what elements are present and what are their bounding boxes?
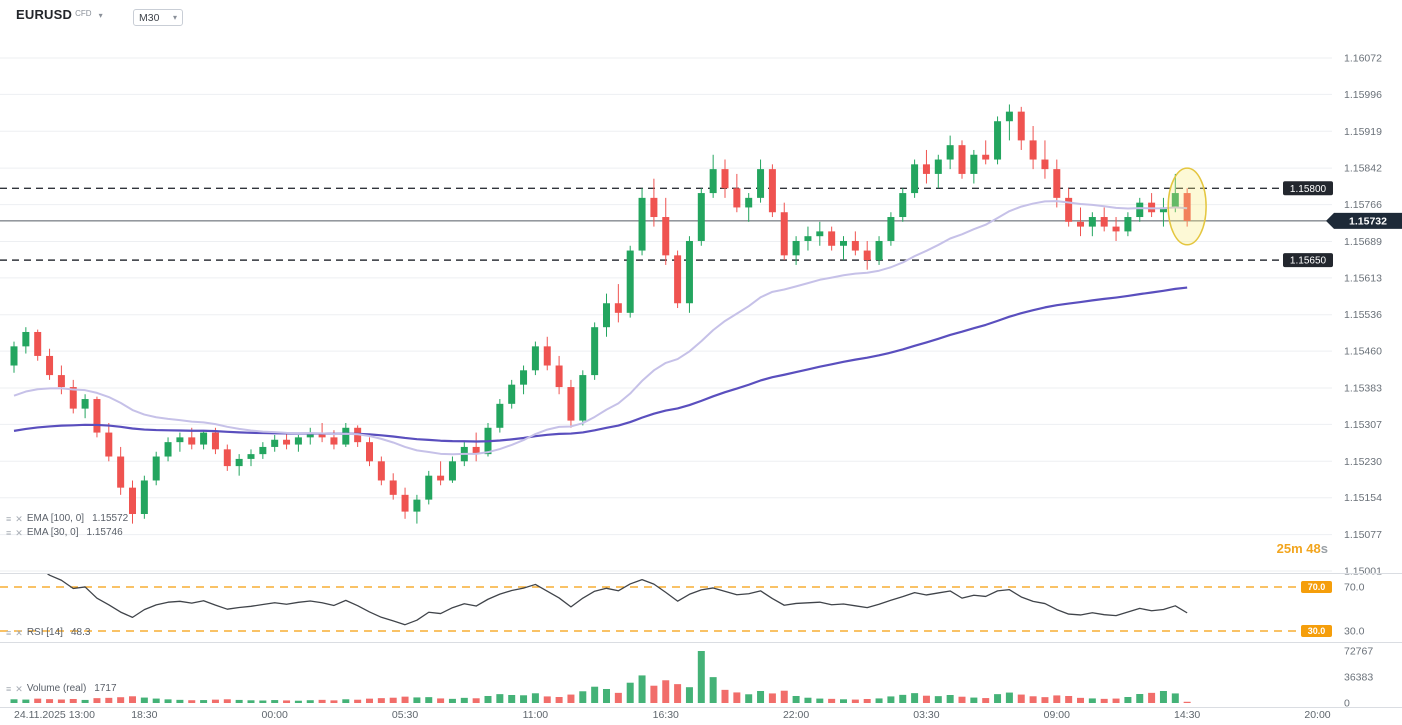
indicator-close-icon[interactable]: ✕	[15, 627, 23, 638]
svg-text:1.15842: 1.15842	[1344, 163, 1382, 175]
current-price-badge: 1.15732	[1326, 212, 1402, 229]
svg-text:1.15613: 1.15613	[1344, 272, 1382, 284]
rsi-label: RSI [14]	[26, 627, 63, 638]
candle-countdown-timer: 25m 48s	[1277, 541, 1328, 556]
svg-text:70.0: 70.0	[1308, 582, 1326, 592]
svg-text:1.15919: 1.15919	[1344, 126, 1382, 138]
svg-text:30.0: 30.0	[1308, 626, 1326, 636]
ema-30-value: 1.15746	[86, 527, 123, 538]
svg-text:1.15766: 1.15766	[1344, 199, 1382, 211]
svg-text:1.15650: 1.15650	[1290, 256, 1327, 267]
indicator-menu-icon[interactable]: ≡	[6, 527, 12, 538]
svg-text:1.15536: 1.15536	[1344, 309, 1382, 321]
svg-text:1.15154: 1.15154	[1344, 492, 1382, 504]
chart-header: EURUSD CFD ▾ M30 ▾	[0, 0, 1402, 32]
timer-unit: s	[1320, 541, 1328, 556]
svg-text:36383: 36383	[1344, 672, 1373, 684]
svg-text:1.15307: 1.15307	[1344, 419, 1382, 431]
rsi-value: 48.3	[70, 627, 91, 638]
svg-text:24.11.2025 13:00: 24.11.2025 13:00	[14, 709, 95, 721]
svg-text:1.15800: 1.15800	[1290, 184, 1327, 195]
svg-text:1.15460: 1.15460	[1344, 346, 1382, 358]
indicator-menu-icon[interactable]: ≡	[6, 627, 12, 638]
timeframe-selector[interactable]: M30 ▾	[133, 9, 183, 26]
svg-text:18:30: 18:30	[131, 709, 157, 721]
svg-text:1.15077: 1.15077	[1344, 529, 1382, 541]
svg-text:03:30: 03:30	[913, 709, 939, 721]
chevron-down-icon: ▾	[98, 11, 103, 20]
ema-30-label: EMA [30, 0]	[26, 527, 79, 538]
candles	[10, 104, 1191, 524]
level-price-badge: 1.15800	[1283, 181, 1333, 196]
svg-text:1.15383: 1.15383	[1344, 383, 1382, 395]
indicator-menu-icon[interactable]: ≡	[6, 683, 12, 694]
level-price-badge: 1.15650	[1283, 253, 1333, 268]
ema-30-line	[13, 200, 1188, 456]
svg-text:1.15230: 1.15230	[1344, 456, 1382, 468]
svg-text:72767: 72767	[1344, 646, 1373, 658]
svg-text:09:00: 09:00	[1044, 709, 1070, 721]
ema-30-legend: ≡ ✕ EMA [30, 0] 1.15746	[6, 527, 123, 538]
svg-text:1.15001: 1.15001	[1344, 566, 1382, 578]
rsi-legend: ≡ ✕ RSI [14] 48.3	[6, 627, 90, 638]
svg-text:1.16072: 1.16072	[1344, 53, 1382, 65]
svg-text:14:30: 14:30	[1174, 709, 1200, 721]
rsi-line	[46, 574, 1188, 626]
instrument-type-badge: CFD	[75, 9, 92, 18]
ema-100-legend: ≡ ✕ EMA [100, 0] 1.15572	[6, 513, 128, 524]
price-gridlines	[0, 57, 1332, 572]
symbol-selector[interactable]: EURUSD CFD ▾	[16, 8, 103, 22]
svg-text:1.15689: 1.15689	[1344, 236, 1382, 248]
indicator-close-icon[interactable]: ✕	[15, 513, 23, 524]
svg-text:20:00: 20:00	[1304, 709, 1330, 721]
svg-text:70.0: 70.0	[1344, 582, 1365, 594]
svg-text:11:00: 11:00	[523, 709, 549, 721]
symbol-name: EURUSD	[16, 7, 73, 22]
volume-value: 1717	[94, 683, 117, 694]
svg-text:30.0: 30.0	[1344, 626, 1365, 638]
rsi-band-badge: 70.0	[1301, 581, 1332, 593]
svg-text:05:30: 05:30	[392, 709, 418, 721]
svg-text:0: 0	[1344, 698, 1350, 710]
indicator-close-icon[interactable]: ✕	[15, 527, 23, 538]
timer-value: 25m 48	[1276, 541, 1321, 556]
svg-text:1.15732: 1.15732	[1349, 215, 1387, 227]
svg-text:16:30: 16:30	[653, 709, 679, 721]
svg-text:00:00: 00:00	[262, 709, 288, 721]
volume-bars	[10, 651, 1191, 703]
highlight-ellipse	[1167, 167, 1207, 246]
timeframe-label: M30	[139, 11, 160, 24]
rsi-band-badge: 30.0	[1301, 625, 1332, 637]
ema-100-label: EMA [100, 0]	[26, 513, 85, 524]
chevron-down-icon: ▾	[172, 13, 177, 22]
ema-100-value: 1.15572	[92, 513, 129, 524]
svg-text:1.15996: 1.15996	[1344, 89, 1382, 101]
indicator-close-icon[interactable]: ✕	[15, 683, 23, 694]
volume-label: Volume (real)	[26, 683, 87, 694]
svg-text:22:00: 22:00	[783, 709, 809, 721]
volume-legend: ≡ ✕ Volume (real) 1717	[6, 683, 117, 694]
ema-100-line	[13, 286, 1188, 443]
indicator-menu-icon[interactable]: ≡	[6, 513, 12, 524]
